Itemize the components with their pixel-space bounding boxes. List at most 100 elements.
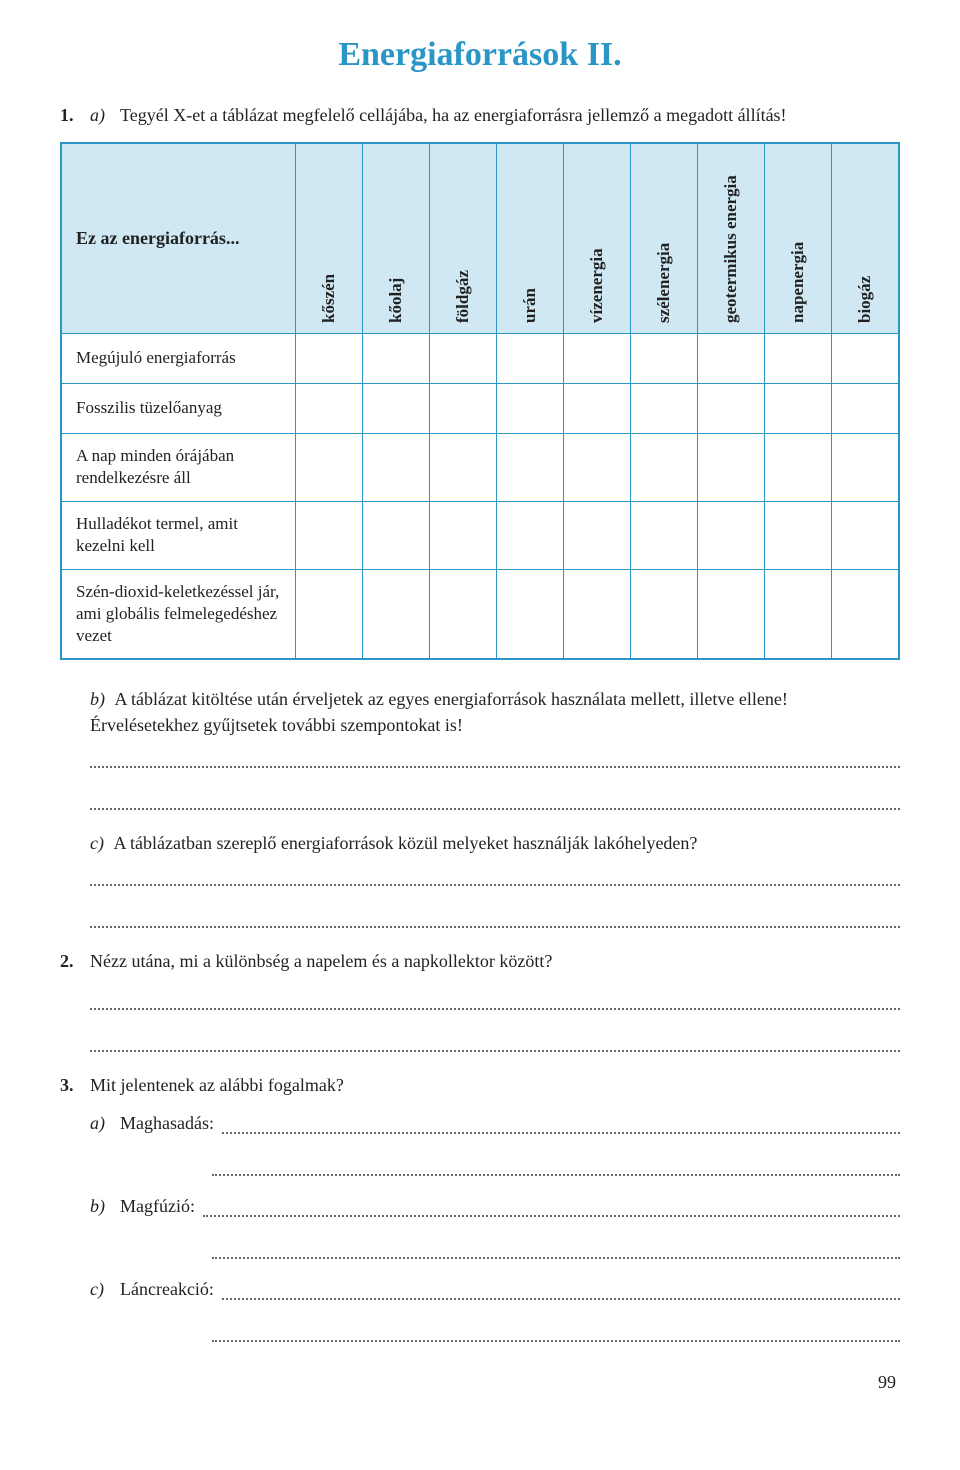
table-cell[interactable]: [832, 433, 899, 501]
table-cell[interactable]: [362, 433, 429, 501]
table-cell[interactable]: [362, 383, 429, 433]
row-label: A nap minden órájában rendelkezésre áll: [61, 433, 295, 501]
table-col-header: geotermikus energia: [698, 143, 765, 333]
q3-text: Mit jelentenek az alábbi fogalmak?: [90, 1072, 900, 1098]
table-col-header: kőszén: [295, 143, 362, 333]
table-cell[interactable]: [295, 383, 362, 433]
q2-lines: [90, 988, 900, 1052]
table-cell[interactable]: [631, 433, 698, 501]
table-cell[interactable]: [631, 501, 698, 569]
col-label: biogáz: [855, 153, 875, 323]
table-cell[interactable]: [765, 569, 832, 659]
q3-label: Magfúzió:: [120, 1196, 195, 1217]
write-line[interactable]: [212, 1320, 900, 1342]
write-line[interactable]: [90, 864, 900, 886]
table-cell[interactable]: [564, 569, 631, 659]
table-cell[interactable]: [698, 333, 765, 383]
table-cell[interactable]: [362, 501, 429, 569]
write-line[interactable]: [203, 1201, 900, 1217]
col-label: urán: [520, 153, 540, 323]
table-cell[interactable]: [564, 501, 631, 569]
q2-text: Nézz utána, mi a különbség a napelem és …: [90, 948, 900, 974]
q1c-text: A táblázatban szereplő energiaforrások k…: [114, 833, 698, 853]
q1a-text: Tegyél X-et a táblázat megfelelő cellájá…: [120, 102, 900, 128]
table-cell[interactable]: [295, 501, 362, 569]
col-label: kőolaj: [386, 153, 406, 323]
row-label: Szén-dioxid-keletkezéssel jár, ami globá…: [61, 569, 295, 659]
energy-table: Ez az energiaforrás...kőszénkőolajföldgá…: [60, 142, 900, 660]
q3-item: a) Maghasadás:: [90, 1113, 900, 1134]
table-cell[interactable]: [429, 501, 496, 569]
table-cell[interactable]: [429, 383, 496, 433]
table-cell[interactable]: [497, 501, 564, 569]
q1b-sub: b): [90, 689, 105, 709]
q3-label: Láncreakció:: [120, 1279, 214, 1300]
table-cell[interactable]: [362, 569, 429, 659]
row-label: Fosszilis tüzelőanyag: [61, 383, 295, 433]
q3-sub: c): [90, 1279, 112, 1300]
table-cell[interactable]: [564, 383, 631, 433]
table-col-header: biogáz: [832, 143, 899, 333]
write-line[interactable]: [90, 906, 900, 928]
write-line[interactable]: [90, 988, 900, 1010]
page-number: 99: [60, 1372, 900, 1393]
table-cell[interactable]: [698, 433, 765, 501]
table-cell[interactable]: [765, 383, 832, 433]
table-cell[interactable]: [429, 433, 496, 501]
write-line[interactable]: [212, 1154, 900, 1176]
question-3: 3. Mit jelentenek az alábbi fogalmak?: [60, 1072, 900, 1098]
table-cell[interactable]: [832, 501, 899, 569]
question-1c: c) A táblázatban szereplő energiaforráso…: [90, 830, 900, 856]
q1b-text: A táblázat kitöltése után érveljetek az …: [90, 689, 788, 735]
table-row: A nap minden órájában rendelkezésre áll: [61, 433, 899, 501]
table-cell[interactable]: [631, 333, 698, 383]
table-cell[interactable]: [832, 569, 899, 659]
q3-extra-line: [90, 1320, 900, 1342]
write-line[interactable]: [90, 788, 900, 810]
table-cell[interactable]: [497, 569, 564, 659]
q3-item: c) Láncreakció:: [90, 1279, 900, 1300]
q3-sub: b): [90, 1196, 112, 1217]
question-1b: b) A táblázat kitöltése után érveljetek …: [90, 686, 900, 738]
col-label: napenergia: [788, 153, 808, 323]
table-cell[interactable]: [832, 383, 899, 433]
table-cell[interactable]: [631, 569, 698, 659]
table-cell[interactable]: [429, 333, 496, 383]
table-col-header: szélenergia: [631, 143, 698, 333]
write-line[interactable]: [212, 1237, 900, 1259]
table-cell[interactable]: [497, 383, 564, 433]
table-cell[interactable]: [698, 383, 765, 433]
table-row: Megújuló energiaforrás: [61, 333, 899, 383]
table-cell[interactable]: [698, 501, 765, 569]
row-label: Megújuló energiaforrás: [61, 333, 295, 383]
table-cell[interactable]: [832, 333, 899, 383]
table-cell[interactable]: [295, 333, 362, 383]
table-cell[interactable]: [698, 569, 765, 659]
table-cell[interactable]: [564, 433, 631, 501]
q3-sub: a): [90, 1113, 112, 1134]
q3-label: Maghasadás:: [120, 1113, 214, 1134]
write-line[interactable]: [222, 1284, 900, 1300]
write-line[interactable]: [222, 1118, 900, 1134]
table-cell[interactable]: [631, 383, 698, 433]
table-cell[interactable]: [362, 333, 429, 383]
table-cell[interactable]: [295, 433, 362, 501]
table-cell[interactable]: [765, 433, 832, 501]
q3-num: 3.: [60, 1072, 82, 1098]
table-cell[interactable]: [564, 333, 631, 383]
table-col-header: kőolaj: [362, 143, 429, 333]
write-line[interactable]: [90, 746, 900, 768]
table-row: Fosszilis tüzelőanyag: [61, 383, 899, 433]
q1-num: 1.: [60, 102, 82, 128]
table-cell[interactable]: [497, 333, 564, 383]
table-row: Szén-dioxid-keletkezéssel jár, ami globá…: [61, 569, 899, 659]
table-cell[interactable]: [295, 569, 362, 659]
table-cell[interactable]: [497, 433, 564, 501]
table-cell[interactable]: [429, 569, 496, 659]
table-cell[interactable]: [765, 333, 832, 383]
table-cell[interactable]: [765, 501, 832, 569]
q1b-lines: [90, 746, 900, 810]
write-line[interactable]: [90, 1030, 900, 1052]
question-1a: 1. a) Tegyél X-et a táblázat megfelelő c…: [60, 102, 900, 128]
table-col-header: földgáz: [429, 143, 496, 333]
